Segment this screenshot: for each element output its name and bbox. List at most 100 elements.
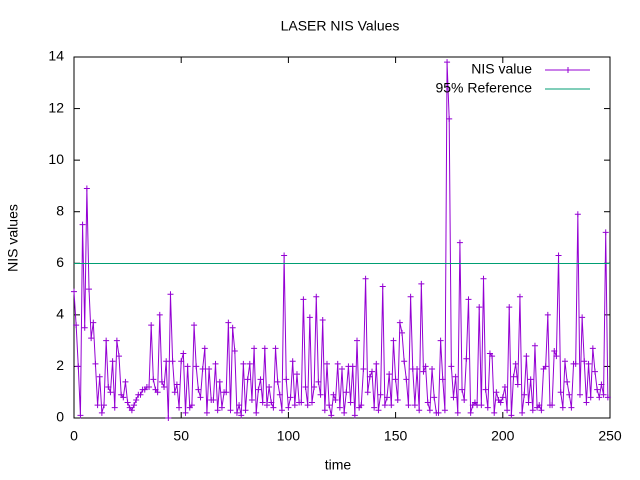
point-marker: [587, 394, 594, 401]
point-marker: [557, 389, 564, 396]
y-tick-label: 12: [48, 99, 64, 115]
point-marker: [92, 360, 99, 367]
point-marker: [195, 386, 202, 393]
point-marker: [585, 360, 592, 367]
point-marker: [594, 386, 601, 393]
point-marker: [278, 407, 285, 414]
point-marker: [366, 373, 373, 380]
point-marker: [259, 399, 266, 406]
point-marker: [163, 358, 170, 365]
point-marker: [300, 296, 307, 303]
point-marker: [161, 384, 168, 391]
point-marker: [330, 391, 337, 398]
point-marker: [248, 396, 255, 403]
point-marker: [480, 275, 487, 282]
point-marker: [326, 402, 333, 409]
point-marker: [90, 319, 97, 326]
point-marker: [542, 363, 549, 370]
point-marker: [559, 404, 566, 411]
point-marker: [103, 337, 110, 344]
point-marker: [384, 394, 391, 401]
point-marker: [285, 404, 292, 411]
point-marker: [501, 384, 508, 391]
point-marker: [349, 363, 356, 370]
point-marker: [373, 360, 380, 367]
point-marker: [122, 378, 129, 385]
point-marker: [375, 407, 382, 414]
point-marker: [544, 311, 551, 318]
point-marker: [229, 324, 236, 331]
point-marker: [146, 384, 153, 391]
point-marker: [272, 345, 279, 352]
point-marker: [321, 407, 328, 414]
x-tick-label: 100: [277, 428, 301, 444]
point-marker: [467, 409, 474, 416]
point-marker: [482, 386, 489, 393]
point-marker: [478, 402, 485, 409]
legend-label: NIS value: [471, 61, 532, 77]
point-marker: [236, 402, 243, 409]
point-marker: [379, 283, 386, 290]
point-marker: [332, 396, 339, 403]
point-marker: [339, 366, 345, 373]
point-marker: [263, 402, 270, 409]
point-marker: [566, 391, 573, 398]
point-marker: [581, 358, 588, 365]
point-marker: [564, 378, 571, 385]
point-marker: [401, 358, 408, 365]
point-marker: [484, 404, 491, 411]
legend-marker: [565, 67, 571, 73]
point-marker: [536, 402, 543, 409]
point-marker: [369, 368, 376, 375]
point-marker: [514, 381, 521, 388]
point-marker: [199, 366, 206, 373]
point-marker: [96, 373, 103, 380]
point-marker: [591, 368, 598, 375]
point-marker: [79, 221, 86, 228]
point-marker: [313, 293, 320, 300]
point-marker: [516, 293, 523, 300]
point-marker: [169, 358, 176, 365]
point-marker: [561, 358, 568, 365]
point-marker: [231, 347, 238, 354]
point-marker: [253, 409, 260, 416]
point-marker: [407, 293, 414, 300]
point-marker: [109, 358, 116, 365]
point-marker: [386, 371, 393, 378]
point-marker: [411, 402, 418, 409]
point-marker: [371, 404, 378, 411]
point-marker: [444, 59, 451, 66]
y-axis-label: NIS values: [5, 204, 21, 272]
point-marker: [223, 389, 230, 396]
point-marker: [334, 360, 341, 367]
point-marker: [362, 275, 369, 282]
x-tick-label: 200: [491, 428, 515, 444]
point-marker: [439, 376, 446, 383]
point-marker: [261, 345, 268, 352]
point-marker: [206, 366, 213, 373]
point-marker: [358, 402, 365, 409]
point-marker: [426, 407, 433, 414]
plot-frame: [73, 56, 611, 419]
point-marker: [341, 409, 348, 416]
point-marker: [551, 347, 558, 354]
point-marker: [343, 389, 350, 396]
point-marker: [435, 409, 442, 416]
point-marker: [388, 402, 395, 409]
point-marker: [137, 391, 144, 398]
point-marker: [431, 394, 438, 401]
point-marker: [212, 360, 219, 367]
point-marker: [156, 311, 163, 318]
point-marker: [94, 402, 101, 409]
point-marker: [216, 378, 223, 385]
point-marker: [456, 239, 463, 246]
point-marker: [107, 389, 114, 396]
y-tick-label: 14: [48, 48, 64, 64]
point-marker: [568, 404, 575, 411]
point-marker: [242, 407, 249, 414]
point-marker: [306, 314, 313, 321]
point-marker: [602, 229, 609, 236]
point-marker: [197, 394, 204, 401]
point-marker: [574, 211, 581, 218]
y-tick-label: 6: [56, 254, 64, 270]
